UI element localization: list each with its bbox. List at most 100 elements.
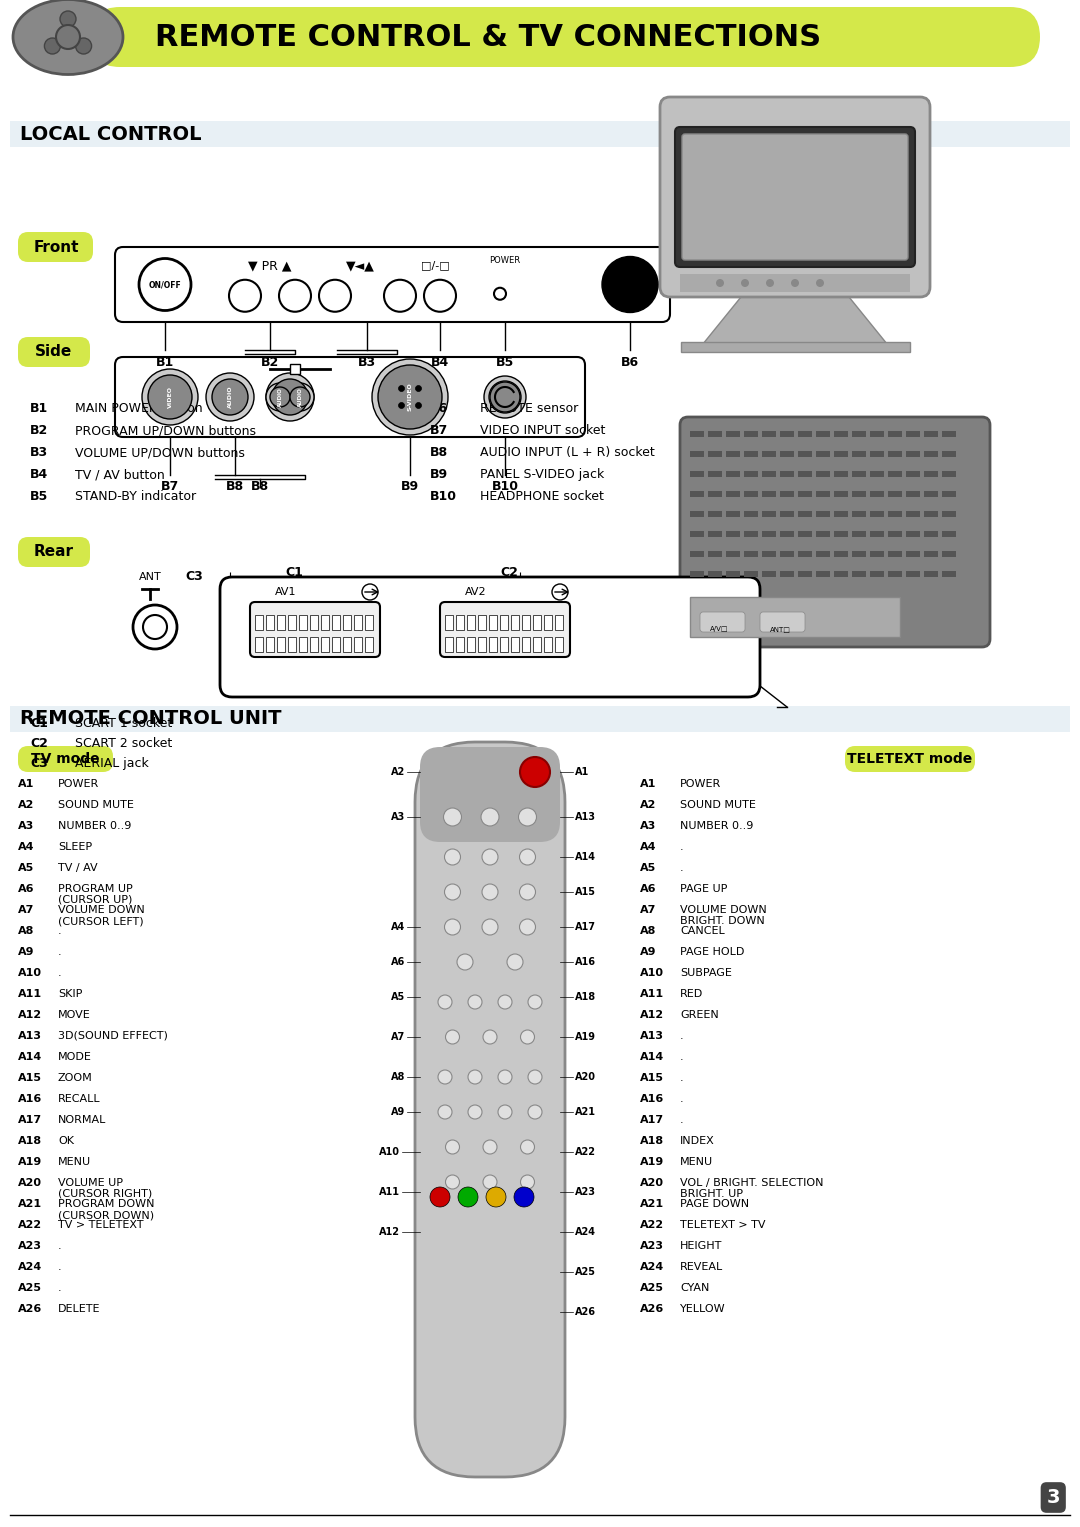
Text: ON/OFF: ON/OFF — [149, 279, 181, 289]
Text: BRIGHT. UP: BRIGHT. UP — [680, 1190, 743, 1199]
FancyBboxPatch shape — [415, 742, 565, 1477]
Text: A8: A8 — [18, 925, 35, 936]
Circle shape — [445, 884, 460, 899]
Circle shape — [468, 1106, 482, 1119]
Text: S-VIDEO: S-VIDEO — [407, 383, 413, 411]
Text: A16: A16 — [640, 1093, 664, 1104]
Text: TV / AV: TV / AV — [58, 863, 97, 873]
Bar — [762, 431, 777, 437]
Text: CANCEL: CANCEL — [680, 925, 725, 936]
Bar — [852, 492, 866, 496]
Text: B9: B9 — [401, 481, 419, 493]
Bar — [834, 470, 848, 476]
Text: A11: A11 — [18, 989, 42, 999]
FancyBboxPatch shape — [660, 98, 930, 296]
Bar — [354, 615, 362, 631]
Circle shape — [514, 1186, 534, 1206]
Bar — [744, 431, 758, 437]
Bar — [798, 531, 812, 538]
Text: (CURSOR UP): (CURSOR UP) — [58, 895, 133, 906]
Text: (CURSOR DOWN): (CURSOR DOWN) — [58, 1209, 154, 1220]
Bar — [467, 637, 475, 652]
Bar — [276, 615, 285, 631]
Circle shape — [457, 954, 473, 970]
Text: REVEAL: REVEAL — [680, 1261, 724, 1272]
Bar — [798, 551, 812, 557]
Text: A23: A23 — [640, 1241, 664, 1251]
Circle shape — [481, 808, 499, 826]
Bar — [906, 512, 920, 518]
Bar — [780, 512, 794, 518]
Bar — [762, 551, 777, 557]
Bar — [816, 531, 831, 538]
Circle shape — [483, 1141, 497, 1154]
Text: RED: RED — [680, 989, 703, 999]
Ellipse shape — [13, 0, 123, 75]
Text: SCART 2 socket: SCART 2 socket — [75, 738, 172, 750]
Text: A14: A14 — [575, 852, 596, 863]
Text: .: . — [680, 1052, 684, 1061]
Text: B2: B2 — [30, 425, 49, 437]
Bar — [888, 492, 902, 496]
Circle shape — [143, 615, 167, 638]
Bar — [888, 551, 902, 557]
Bar — [744, 512, 758, 518]
Bar — [744, 492, 758, 496]
Text: SOUND MUTE: SOUND MUTE — [58, 800, 134, 809]
Circle shape — [494, 287, 507, 299]
Circle shape — [482, 919, 498, 935]
Circle shape — [519, 919, 536, 935]
Bar — [708, 571, 723, 577]
Bar — [544, 637, 552, 652]
Bar — [708, 470, 723, 476]
Text: B4: B4 — [30, 467, 49, 481]
Bar — [942, 571, 956, 577]
Text: REMOTE CONTROL & TV CONNECTIONS: REMOTE CONTROL & TV CONNECTIONS — [156, 23, 821, 52]
Text: SUBPAGE: SUBPAGE — [680, 968, 732, 977]
Bar — [906, 571, 920, 577]
Circle shape — [528, 1106, 542, 1119]
Bar — [942, 470, 956, 476]
Text: A26: A26 — [575, 1307, 596, 1316]
Bar — [834, 571, 848, 577]
Text: A2: A2 — [18, 800, 35, 809]
Text: A11: A11 — [640, 989, 664, 999]
Circle shape — [206, 373, 254, 421]
Bar — [511, 615, 519, 631]
Text: A3: A3 — [18, 822, 35, 831]
Circle shape — [602, 257, 658, 313]
Text: INDEX: INDEX — [680, 1136, 715, 1145]
Text: .: . — [58, 925, 62, 936]
Bar — [690, 450, 704, 457]
Bar — [255, 615, 264, 631]
Text: MENU: MENU — [58, 1157, 91, 1167]
Bar — [888, 450, 902, 457]
Bar — [726, 450, 740, 457]
Circle shape — [286, 383, 314, 411]
Text: AUDIO: AUDIO — [228, 386, 232, 408]
Circle shape — [378, 365, 442, 429]
Bar — [762, 512, 777, 518]
Text: A16: A16 — [575, 957, 596, 967]
Bar — [870, 470, 885, 476]
Bar — [924, 431, 939, 437]
Text: .: . — [58, 947, 62, 957]
Circle shape — [484, 376, 526, 418]
Circle shape — [498, 1070, 512, 1084]
FancyBboxPatch shape — [420, 747, 561, 841]
Bar — [690, 431, 704, 437]
Bar — [690, 551, 704, 557]
Bar — [500, 637, 508, 652]
Text: B6: B6 — [430, 402, 448, 415]
FancyBboxPatch shape — [18, 538, 90, 567]
Bar — [690, 470, 704, 476]
Circle shape — [741, 279, 750, 287]
Circle shape — [438, 1106, 453, 1119]
Bar — [888, 571, 902, 577]
Bar — [798, 470, 812, 476]
Text: VOLUME UP: VOLUME UP — [58, 1177, 123, 1188]
Text: HEIGHT: HEIGHT — [680, 1241, 723, 1251]
Text: ZOOM: ZOOM — [58, 1073, 93, 1083]
Text: A10: A10 — [379, 1147, 400, 1157]
Circle shape — [445, 919, 460, 935]
